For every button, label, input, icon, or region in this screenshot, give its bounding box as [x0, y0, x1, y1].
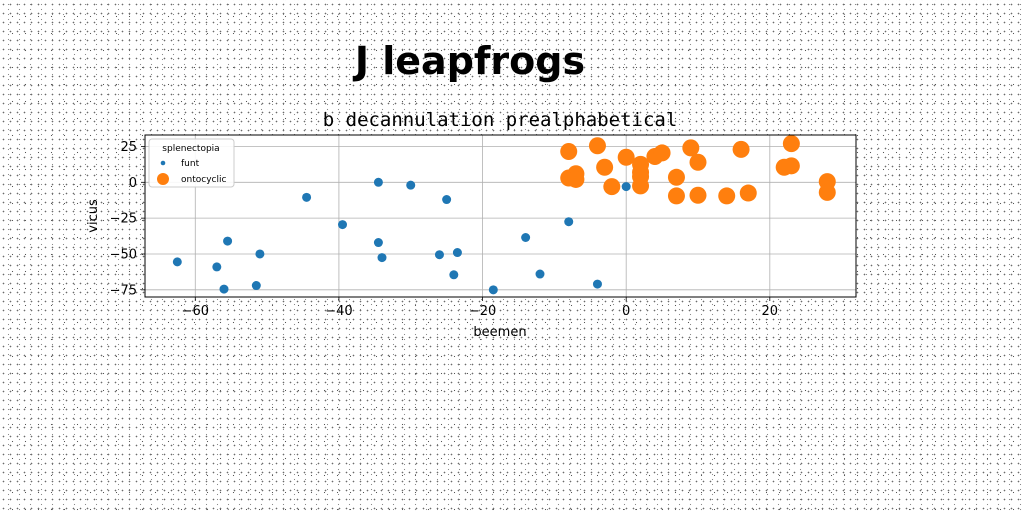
axis-ticks: −60 −40 −20 0 20 25 0 −25 −50 −75	[110, 140, 779, 319]
legend-label-ontocyclic: ontocyclic	[181, 175, 226, 185]
y-tick-label: −50	[110, 247, 137, 262]
x-tick-label: −40	[325, 304, 352, 319]
grid	[145, 135, 856, 297]
x-tick-label: −20	[469, 304, 496, 319]
data-point-funt	[251, 281, 261, 291]
data-point-ontocyclic	[739, 184, 757, 202]
data-point-ontocyclic	[818, 183, 836, 201]
data-point-ontocyclic	[603, 178, 621, 196]
data-point-ontocyclic	[667, 187, 685, 205]
chart-title: b decannulation prealphabetical	[323, 109, 678, 131]
legend-marker-ontocyclic	[157, 173, 169, 185]
data-point-funt	[377, 253, 387, 263]
data-point-ontocyclic	[653, 144, 671, 162]
data-point-ontocyclic	[596, 158, 614, 176]
plot-area	[145, 135, 856, 297]
data-point-funt	[564, 217, 574, 227]
data-point-ontocyclic	[689, 186, 707, 204]
plot-frame	[144, 134, 857, 298]
data-point-funt	[219, 284, 229, 294]
y-tick-label: 0	[129, 176, 137, 191]
data-point-ontocyclic	[617, 148, 635, 166]
data-point-ontocyclic	[718, 187, 736, 205]
data-point-funt	[592, 279, 602, 289]
x-tick-label: 20	[762, 304, 779, 319]
data-point-funt	[442, 195, 452, 205]
y-axis-label: vicus	[86, 199, 101, 233]
data-point-ontocyclic	[782, 135, 800, 153]
y-tick-label: −75	[110, 283, 137, 298]
y-tick-label: −25	[110, 212, 137, 227]
legend: splenectopia funt ontocyclic	[148, 138, 235, 188]
data-point-funt	[338, 220, 347, 230]
data-series	[172, 135, 836, 295]
data-point-funt	[449, 270, 459, 280]
data-point-funt	[406, 180, 416, 190]
data-point-funt	[621, 182, 631, 192]
legend-label-funt: funt	[181, 159, 200, 169]
data-point-funt	[255, 249, 265, 259]
x-tick-label: 0	[622, 304, 630, 319]
data-point-funt	[223, 236, 233, 246]
data-point-ontocyclic	[632, 177, 650, 195]
data-point-ontocyclic	[667, 168, 685, 186]
data-point-ontocyclic	[560, 142, 578, 160]
x-tick-label: −60	[182, 304, 209, 319]
legend-title: splenectopia	[162, 144, 219, 154]
data-point-funt	[488, 285, 498, 295]
data-point-ontocyclic	[682, 139, 700, 157]
data-point-funt	[452, 248, 462, 258]
data-point-ontocyclic	[588, 137, 606, 155]
data-point-ontocyclic	[782, 157, 800, 175]
data-point-funt	[172, 257, 182, 267]
data-point-funt	[373, 238, 383, 248]
chart-suptitle: J leapfrogs	[352, 39, 585, 83]
data-point-funt	[212, 262, 222, 272]
data-point-ontocyclic	[732, 140, 750, 158]
data-point-ontocyclic	[567, 170, 585, 188]
x-axis-label: beemen	[473, 325, 526, 340]
data-point-funt	[373, 177, 383, 187]
data-point-funt	[535, 269, 545, 279]
legend-marker-funt	[160, 160, 166, 166]
data-point-funt	[434, 250, 444, 260]
data-point-funt	[521, 233, 531, 243]
data-point-ontocyclic	[689, 153, 707, 171]
y-tick-label: 25	[120, 140, 137, 155]
legend-box	[148, 138, 235, 188]
data-point-funt	[302, 192, 312, 202]
